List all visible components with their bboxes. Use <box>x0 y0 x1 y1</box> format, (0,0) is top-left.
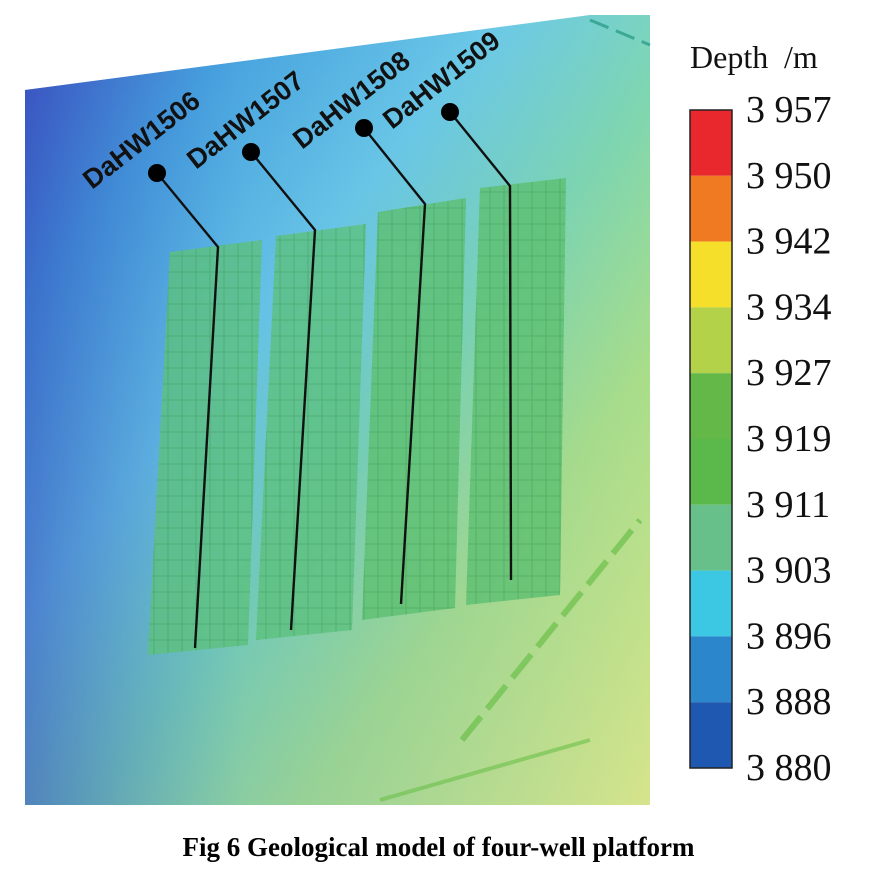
fracture-grids <box>148 178 566 655</box>
legend-ticks: 3 957 3 950 3 942 3 934 3 927 3 919 3 911 3 903… <box>746 89 832 789</box>
figure-caption: Fig 6 Geological model of four-well plat… <box>182 832 695 862</box>
wellhead-marker <box>148 164 166 182</box>
legend-tick-label: 3 911 <box>746 484 830 526</box>
legend-color-segment <box>690 307 732 374</box>
legend-color-segment <box>690 504 732 571</box>
legend-unit: /m <box>784 39 818 75</box>
legend-bar-frame <box>689 109 733 769</box>
legend-color-segment <box>690 110 732 176</box>
legend-title: Depth <box>690 39 768 75</box>
legend-color-segment <box>690 373 732 439</box>
legend-tick-label: 3 896 <box>746 615 832 657</box>
fault-line <box>459 518 643 742</box>
legend-tick-label: 3 880 <box>746 747 832 789</box>
fault-line <box>589 18 651 47</box>
legend-tick-label: 3 903 <box>746 550 832 592</box>
legend-color-segment <box>690 175 732 242</box>
wellhead-marker <box>441 103 459 121</box>
wellhead-marker <box>355 119 373 137</box>
legend-tick-label: 3 957 <box>746 89 832 131</box>
legend-tick-label: 3 888 <box>746 681 832 723</box>
legend-color-segment <box>690 241 732 308</box>
well-trajectory <box>363 127 427 605</box>
legend-color-segment <box>690 439 732 505</box>
well-trajectory <box>156 172 220 649</box>
fault-line <box>379 738 591 802</box>
wellhead-marker <box>242 143 260 161</box>
legend-tick-label: 3 942 <box>746 221 832 263</box>
legend-color-segment <box>690 702 732 768</box>
legend-color-bar <box>689 109 733 769</box>
well-trajectory <box>250 151 317 631</box>
legend-color-segment <box>690 636 732 703</box>
legend-tick-label: 3 934 <box>746 286 832 328</box>
well-trajectory <box>449 111 513 581</box>
legend-color-segment <box>690 570 732 637</box>
legend-tick-label: 3 919 <box>746 418 832 460</box>
legend-tick-label: 3 950 <box>746 155 832 197</box>
legend-tick-label: 3 927 <box>746 352 832 394</box>
